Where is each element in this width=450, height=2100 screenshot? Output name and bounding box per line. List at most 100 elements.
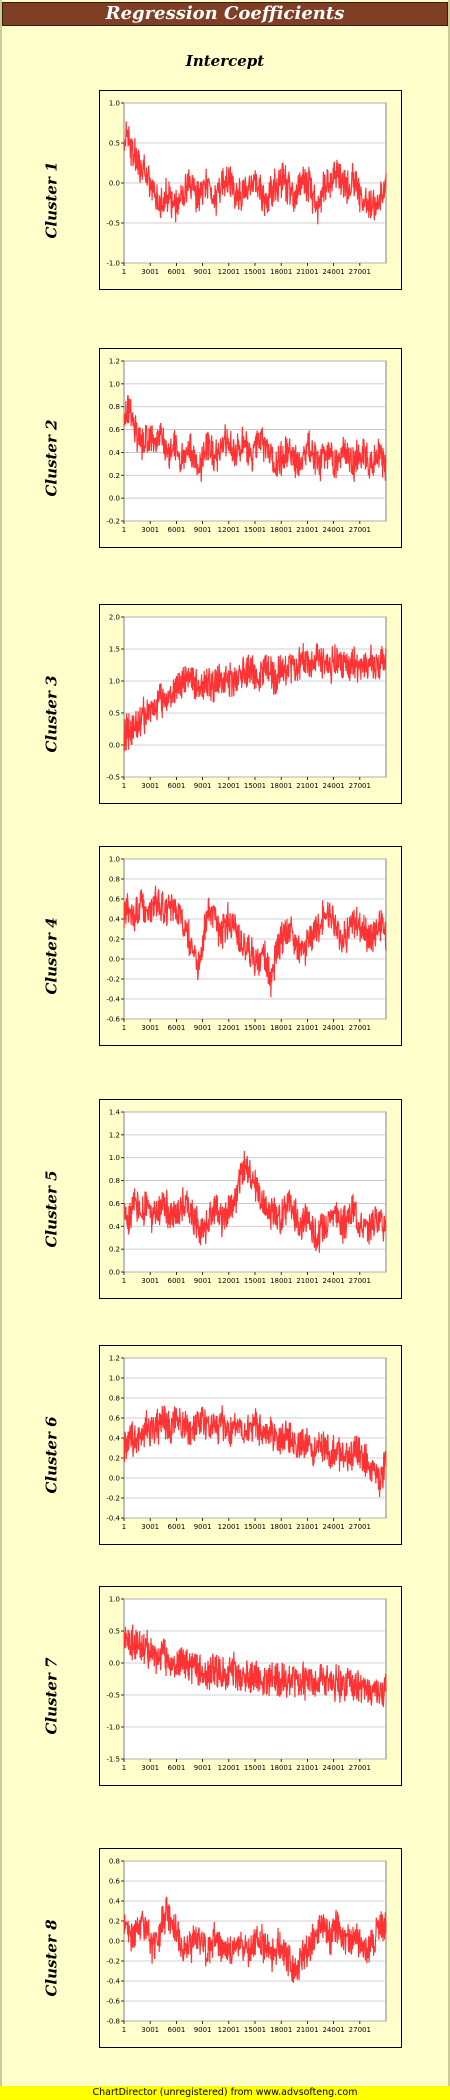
y-tick-label: -0.2 (106, 1495, 120, 1503)
cluster-panel: Cluster 8 0.8 0.6 0.4 0.2 0.0 -0.2 -0.4 -0.6 -0.8… (2, 1848, 448, 2100)
y-tick-label: -0.6 (106, 1016, 120, 1024)
x-tick-label: 21001 (296, 1024, 318, 1032)
y-tick-label: 0.8 (109, 403, 120, 411)
cluster-label-text: Cluster 6 (43, 1416, 61, 1494)
x-tick-label: 24001 (322, 1277, 344, 1285)
x-tick-label: 12001 (218, 526, 240, 534)
footer-banner: ChartDirector (unregistered) from www.ad… (0, 2086, 450, 2100)
x-tick-label: 6001 (167, 1764, 185, 1772)
line-chart: 1.0 0.5 0.0 -0.5 -1.0 -1.51 3001 6001 9001 12001 1… (106, 1596, 387, 1772)
y-tick-label: 0.6 (109, 896, 121, 904)
x-tick-label: 6001 (167, 782, 185, 790)
y-tick-label: 1.2 (109, 358, 120, 366)
y-tick-label: 1.0 (109, 1596, 120, 1604)
y-tick-label: 0.5 (109, 140, 120, 148)
y-tick-label: 1.0 (109, 380, 120, 388)
cluster-label: Cluster 7 (40, 1646, 64, 1746)
cluster-label-text: Cluster 7 (43, 1657, 61, 1735)
line-chart: 1.2 1.0 0.8 0.6 0.4 0.2 0.0 -0.2 -0.41 3001 6001 90… (106, 1355, 387, 1531)
y-tick-label: 1.2 (109, 1131, 120, 1139)
cluster-label: Cluster 4 (40, 906, 64, 1006)
series-line (123, 885, 387, 998)
left-border (0, 0, 2, 2086)
y-tick-label: -0.2 (106, 976, 120, 984)
x-tick-label: 24001 (322, 268, 344, 276)
y-tick-label: 0.8 (109, 876, 120, 884)
y-tick-label: 0.0 (109, 1475, 120, 1483)
x-tick-label: 12001 (218, 268, 240, 276)
x-tick-label: 15001 (244, 526, 266, 534)
cluster-label: Cluster 8 (40, 1908, 64, 2008)
x-tick-label: 21001 (296, 1523, 318, 1531)
plot-frame: 1.2 1.0 0.8 0.6 0.4 0.2 0.0 -0.2 -0.4 1 3001 6001 90… (99, 1345, 402, 1545)
y-tick-label: 0.6 (109, 1200, 121, 1208)
x-tick-label: 24001 (322, 1523, 344, 1531)
x-tick-label: 1 (122, 1024, 126, 1032)
y-tick-label: 0.2 (109, 936, 120, 944)
chart-subtitle: Intercept (185, 52, 265, 70)
y-tick-label: 0.2 (109, 472, 120, 480)
cluster-label-text: Cluster 5 (43, 1170, 61, 1248)
x-tick-label: 21001 (296, 526, 318, 534)
y-tick-label: 0.5 (109, 1628, 120, 1636)
cluster-panel: Cluster 4 1.0 0.8 0.6 0.4 0.2 0.0 -0.2 -0.4 -0.6 1… (2, 846, 448, 1098)
y-tick-label: 1.0 (109, 1375, 120, 1383)
x-tick-label: 3001 (141, 1523, 159, 1531)
y-tick-label: -0.6 (106, 1998, 120, 2006)
cluster-label: Cluster 2 (40, 408, 64, 508)
plot-frame: 1.0 0.5 0.0 -0.5 -1.0 -1.5 1 3001 6001 9001 12001 1… (99, 1586, 402, 1786)
x-tick-label: 21001 (296, 782, 318, 790)
line-chart: 1.0 0.8 0.6 0.4 0.2 0.0 -0.2 -0.4 -0.61 3001 6001 9… (106, 856, 387, 1032)
y-tick-label: -0.8 (106, 2018, 120, 2026)
x-tick-label: 24001 (322, 782, 344, 790)
cluster-label-text: Cluster 4 (43, 917, 61, 995)
y-tick-label: 1.5 (109, 646, 120, 654)
x-tick-label: 9001 (194, 1277, 212, 1285)
x-tick-label: 12001 (218, 1764, 240, 1772)
x-tick-label: 24001 (322, 2026, 344, 2034)
line-chart: 0.8 0.6 0.4 0.2 0.0 -0.2 -0.4 -0.6 -0.81 3001 6001… (106, 1858, 387, 2034)
cluster-panel: Cluster 6 1.2 1.0 0.8 0.6 0.4 0.2 0.0 -0.2 -0.4 1 3… (2, 1345, 448, 1597)
series-line (123, 1624, 387, 1708)
x-tick-label: 27001 (349, 1277, 371, 1285)
x-tick-label: 12001 (218, 1523, 240, 1531)
x-tick-label: 1 (122, 2026, 126, 2034)
x-tick-label: 27001 (349, 782, 371, 790)
cluster-label: Cluster 3 (40, 664, 64, 764)
y-tick-label: 1.4 (109, 1109, 121, 1117)
x-tick-label: 15001 (244, 268, 266, 276)
x-tick-label: 18001 (270, 268, 292, 276)
x-tick-label: 27001 (349, 268, 371, 276)
x-tick-label: 27001 (349, 1024, 371, 1032)
y-tick-label: 0.6 (109, 1878, 121, 1886)
x-tick-label: 18001 (270, 526, 292, 534)
plot-frame: 1.0 0.5 0.0 -0.5 -1.0 1 3001 6001 9001 12001 15001… (99, 90, 402, 290)
cluster-label: Cluster 5 (40, 1159, 64, 1259)
x-tick-label: 18001 (270, 1764, 292, 1772)
x-tick-label: 15001 (244, 1277, 266, 1285)
y-tick-label: 1.0 (109, 856, 120, 864)
y-tick-label: -0.4 (106, 1978, 120, 1986)
x-tick-label: 1 (122, 782, 126, 790)
y-tick-label: -1.5 (106, 1756, 120, 1764)
x-tick-label: 9001 (194, 526, 212, 534)
y-tick-label: 1.2 (109, 1355, 120, 1363)
x-tick-label: 21001 (296, 2026, 318, 2034)
y-tick-label: -1.0 (106, 1724, 120, 1732)
line-chart: 1.2 1.0 0.8 0.6 0.4 0.2 0.0 -0.21 3001 6001 9001 12… (106, 358, 387, 534)
plot-frame: 0.8 0.6 0.4 0.2 0.0 -0.2 -0.4 -0.6 -0.8 1 3001 6001… (99, 1848, 402, 2048)
x-tick-label: 21001 (296, 268, 318, 276)
cluster-label: Cluster 1 (40, 150, 64, 250)
x-tick-label: 18001 (270, 1277, 292, 1285)
cluster-label: Cluster 6 (40, 1405, 64, 1505)
cluster-panel: Cluster 1 1.0 0.5 0.0 -0.5 -1.0 1 3001 6001 9001 1… (2, 90, 448, 342)
x-tick-label: 18001 (270, 2026, 292, 2034)
x-tick-label: 6001 (167, 1024, 185, 1032)
y-tick-label: -0.2 (106, 1958, 120, 1966)
x-tick-label: 12001 (218, 1277, 240, 1285)
x-tick-label: 27001 (349, 1764, 371, 1772)
x-tick-label: 3001 (141, 1277, 159, 1285)
y-tick-label: 0.0 (109, 742, 120, 750)
y-tick-label: 0.4 (109, 449, 121, 457)
plot-frame: 2.0 1.5 1.0 0.5 0.0 -0.5 1 3001 6001 9001 12001 150… (99, 604, 402, 804)
